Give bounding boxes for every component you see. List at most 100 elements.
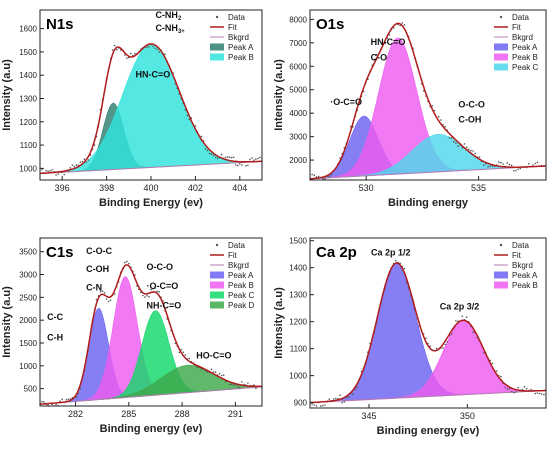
data-point [144, 296, 146, 298]
plot-area [310, 22, 546, 180]
data-point [498, 161, 500, 163]
data-point [315, 405, 318, 407]
annotation-text: Ca 2p 1/2 [371, 248, 411, 258]
legend-item: Peak A [210, 43, 254, 52]
data-point [109, 299, 112, 302]
legend-swatch-peak [210, 291, 224, 299]
legend-label: Fit [228, 251, 238, 260]
data-point [113, 44, 116, 47]
data-point [61, 398, 63, 401]
data-point [470, 149, 472, 152]
data-point [220, 374, 223, 377]
y-tick-label: 2000 [289, 156, 307, 165]
legend-label: Data [228, 13, 245, 22]
peak-annotation: O-C-O [147, 262, 174, 272]
panel-1: 530 535 2000 3000 4000 5000 6000 7000 8000 Bindin… [273, 9, 547, 209]
data-point [506, 162, 509, 164]
data-point [93, 144, 96, 146]
data-point [500, 161, 502, 164]
data-point [313, 404, 316, 406]
data-point [403, 267, 406, 270]
data-point [49, 170, 51, 172]
data-point [200, 135, 203, 138]
background-line [310, 390, 546, 404]
y-tick-label: 7000 [289, 39, 307, 48]
data-point [237, 164, 239, 167]
data-point [230, 156, 233, 159]
x-tick-label: 285 [121, 409, 136, 419]
y-tick-label: 8000 [289, 15, 307, 24]
fit-line [310, 22, 546, 180]
y-tick-label: 1200 [289, 318, 307, 327]
legend-label: Peak A [512, 43, 538, 52]
data-point [241, 164, 243, 166]
data-point [425, 337, 427, 340]
fit-line [40, 43, 262, 175]
x-tick-label: 402 [188, 183, 203, 193]
legend-swatch-data [499, 15, 503, 19]
data-point [164, 53, 166, 56]
legend-label: Bkgrd [228, 261, 249, 270]
data-point [330, 174, 333, 176]
y-tick-label: 2500 [19, 293, 37, 302]
y-tick-label: 2000 [19, 316, 37, 325]
legend-label: Peak B [228, 281, 254, 290]
data-point [508, 388, 511, 390]
legend-item: Peak B [494, 281, 538, 290]
legend-label: Peak A [228, 271, 254, 280]
panel-label: O1s [316, 16, 344, 33]
legend-swatch-peak [494, 271, 508, 279]
data-point [247, 382, 249, 384]
data-point [440, 119, 442, 121]
data-point [352, 393, 354, 395]
data-point [200, 368, 203, 370]
legend-label: Bkgrd [228, 33, 249, 42]
y-tick-label: 1500 [289, 237, 307, 246]
data-point [186, 114, 189, 117]
y-tick-label: 1300 [289, 291, 307, 300]
legend-item: Peak B [494, 53, 538, 62]
legend-label: Fit [512, 251, 522, 260]
panel-2: 282 285 288 291 500 1000 1500 2000 2500 3000 3500 B… [1, 237, 263, 435]
data-point [152, 45, 154, 48]
data-point [536, 392, 539, 394]
legend-label: Peak B [228, 53, 254, 62]
data-point [41, 168, 43, 171]
y-tick-label: 1500 [19, 48, 37, 57]
y-tick-label: 500 [24, 385, 38, 394]
data-point [113, 293, 116, 295]
legend-item: Peak A [494, 43, 538, 52]
legend-item: Peak C [210, 291, 254, 300]
data-point [239, 163, 241, 165]
annotation-text: C-H [47, 333, 63, 343]
data-point [334, 397, 337, 400]
y-tick-label: 1600 [19, 25, 37, 34]
plot-frame [309, 9, 547, 181]
data-point [253, 384, 255, 386]
data-point [395, 259, 397, 262]
annotation-text: ·O-C=O [330, 97, 362, 107]
data-point [228, 383, 231, 386]
data-point [502, 163, 504, 165]
data-point [401, 22, 404, 24]
data-point [67, 398, 70, 401]
data-point [491, 362, 494, 365]
data-point [45, 169, 47, 172]
data-point [324, 404, 326, 406]
data-point [510, 164, 513, 167]
data-point [150, 288, 152, 291]
legend-item: Data [215, 241, 245, 250]
legend-swatch-peak [210, 301, 224, 309]
peak-annotation: C-NH2 [155, 10, 182, 22]
x-tick-label: 396 [55, 183, 70, 193]
data-point [152, 288, 154, 290]
y-tick-label: 3000 [19, 271, 37, 280]
data-point [156, 48, 158, 51]
annotation-text: C-NH [155, 23, 178, 33]
data-point [214, 156, 217, 159]
y-tick-label: 1000 [289, 372, 307, 381]
peak-annotation: HN-C=O [371, 37, 406, 47]
data-point [487, 166, 489, 168]
peak-annotation: O-C-O [458, 99, 485, 109]
